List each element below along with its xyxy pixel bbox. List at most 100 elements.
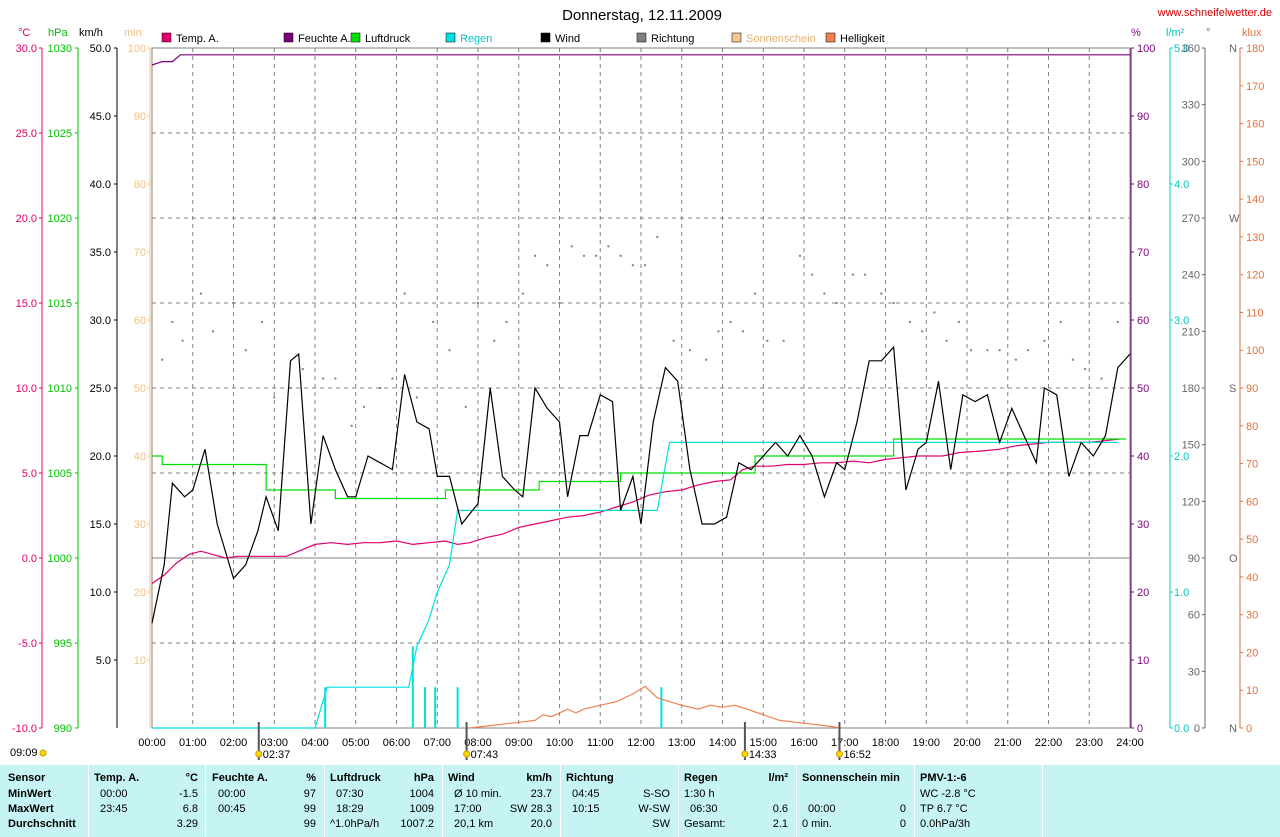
wind-axis-tick-label: 20.0 xyxy=(90,451,111,463)
direction-point xyxy=(823,292,826,295)
direction-point xyxy=(688,349,691,352)
stats-dir-max-time: 10:15 xyxy=(572,803,600,815)
dir-axis-tick-label: 180 xyxy=(1182,383,1200,395)
stats-sensor-title: Sensor xyxy=(8,772,46,784)
sun-icon xyxy=(463,750,471,758)
dir-axis-tick-label: 30 xyxy=(1188,666,1200,678)
wind-axis-tick-label: 5.0 xyxy=(96,655,111,667)
legend-label: Feuchte A. xyxy=(298,33,351,45)
sun-axis-tick-label: 30 xyxy=(134,519,146,531)
direction-point xyxy=(1084,368,1087,371)
compass-label: N xyxy=(1229,43,1237,55)
direction-point xyxy=(644,264,647,267)
hum-axis-tick-label: 80 xyxy=(1137,179,1149,191)
stats-press-min: 1004 xyxy=(409,788,434,800)
x-tick-label: 03:00 xyxy=(260,737,288,749)
axes: -10.0 -5.0 0.0 5.0 10.0 15.0 20.0 25.0 30.0 990 99… xyxy=(12,43,1264,735)
stats-wind-max: SW 28.3 xyxy=(509,803,552,815)
stats-wind-title: Wind xyxy=(448,772,475,784)
lux-axis-tick-label: 30 xyxy=(1246,610,1258,622)
lux-axis-tick-label: 180 xyxy=(1246,43,1264,55)
press-axis-tick-label: 1005 xyxy=(48,468,72,480)
direction-point xyxy=(546,264,549,267)
legend-label: Luftdruck xyxy=(365,33,411,45)
direction-point xyxy=(607,245,610,248)
event-marker-label: 02:37 xyxy=(263,749,291,761)
wind-axis-tick-label: 40.0 xyxy=(90,179,111,191)
stats-row-avg: Durchschnitt xyxy=(8,818,76,830)
x-tick-label: 21:00 xyxy=(994,737,1022,749)
direction-point xyxy=(1100,377,1103,380)
dir-axis-tick-label: 360 xyxy=(1182,43,1200,55)
wind-axis-tick-label: 25.0 xyxy=(90,383,111,395)
legend-label: Regen xyxy=(460,33,492,45)
legend-swatch xyxy=(445,32,456,43)
direction-point xyxy=(933,311,936,314)
direction-point xyxy=(1059,320,1062,323)
series-feuchte-a-line xyxy=(151,54,1130,66)
stats-hum-max: 99 xyxy=(303,803,316,815)
press-axis-tick-label: 1010 xyxy=(48,383,72,395)
legend-label: Helligkeit xyxy=(840,33,885,45)
legend-swatch xyxy=(350,32,361,43)
event-marker-label: 14:33 xyxy=(749,749,777,761)
direction-point xyxy=(232,302,235,304)
direction-point xyxy=(798,254,801,257)
hum-axis-tick-label: 60 xyxy=(1137,315,1149,327)
site-link[interactable]: www.schneifelwetter.de xyxy=(1157,7,1272,19)
divider xyxy=(560,765,561,837)
direction-point xyxy=(864,273,867,276)
x-tick-label: 13:00 xyxy=(668,737,696,749)
lux-axis-tick-label: 120 xyxy=(1246,270,1264,282)
sun-axis-tick-label: 20 xyxy=(134,587,146,599)
lux-axis-tick-label: 10 xyxy=(1246,685,1258,697)
direction-point xyxy=(782,339,785,342)
dir-axis-tick-label: 0 xyxy=(1194,723,1200,735)
temp-axis-tick-label: 0.0 xyxy=(22,553,37,565)
direction-point xyxy=(244,349,247,352)
press-axis-tick-label: 1030 xyxy=(48,43,72,55)
sun-axis-tick-label: 60 xyxy=(134,315,146,327)
stats-press-title: Luftdruck xyxy=(330,772,381,784)
lux-axis-tick-label: 140 xyxy=(1246,194,1264,206)
temp-axis-tick-label: 10.0 xyxy=(16,383,37,395)
temp-axis-tick-label: -10.0 xyxy=(12,723,37,735)
stats-press-min-time: 07:30 xyxy=(336,788,364,800)
stats-dir: Richtung 04:45 S-SO 10:15 W-SW SW xyxy=(566,765,676,837)
grid xyxy=(152,48,1130,728)
hum-axis-tick-label: 100 xyxy=(1137,43,1155,55)
direction-point xyxy=(570,245,573,248)
stats-press-trend: ^1.0hPa/h xyxy=(330,818,380,830)
stats-rain-total-label: Gesamt: xyxy=(684,818,726,830)
x-tick-label: 14:00 xyxy=(709,737,737,749)
stats-temp-max-time: 23:45 xyxy=(100,803,128,815)
lux-axis-tick-label: 130 xyxy=(1246,232,1264,244)
direction-point xyxy=(595,254,598,257)
temp-axis-tick-label: 25.0 xyxy=(16,128,37,140)
stats-press-avg: 1007.2 xyxy=(400,818,434,830)
hum-axis-tick-label: 90 xyxy=(1137,111,1149,123)
direction-point xyxy=(729,320,732,323)
stats-temp-min: -1.5 xyxy=(179,788,198,800)
dir-axis-tick-label: 300 xyxy=(1182,156,1200,168)
stats-hum-unit: % xyxy=(306,772,316,784)
lux-axis-tick-label: 40 xyxy=(1246,572,1258,584)
direction-point xyxy=(199,292,202,295)
legend-label: Wind xyxy=(555,33,580,45)
direction-point xyxy=(811,273,814,276)
x-tick-label: 02:00 xyxy=(220,737,248,749)
stats-dir-min-time: 04:45 xyxy=(572,788,600,800)
stats-dir-max: W-SW xyxy=(638,803,670,815)
direction-point xyxy=(558,302,561,304)
stats-temp-unit: °C xyxy=(185,772,198,784)
press-axis-tick-label: 1000 xyxy=(48,553,72,565)
stats-temp: Temp. A. °C 00:00 -1.5 23:45 6.8 3.29 xyxy=(94,765,204,837)
stats-wind: Wind km/h Ø 10 min. 23.7 17:00 SW 28.3 2… xyxy=(448,765,558,837)
sun-axis-tick-label: 10 xyxy=(134,655,146,667)
stats-rain-duration: 1:30 h xyxy=(684,788,715,800)
legend-swatch xyxy=(161,32,172,43)
x-tick-label: 09:00 xyxy=(505,737,533,749)
x-tick-label: 08:00 xyxy=(464,737,492,749)
legend: Temp. A. Feuchte A. Luftdruck Regen Wind Rich… xyxy=(161,32,885,45)
x-axis: 00:00 01:00 02:00 03:00 04:00 05:00 06:00 07:00… xyxy=(10,722,1144,761)
